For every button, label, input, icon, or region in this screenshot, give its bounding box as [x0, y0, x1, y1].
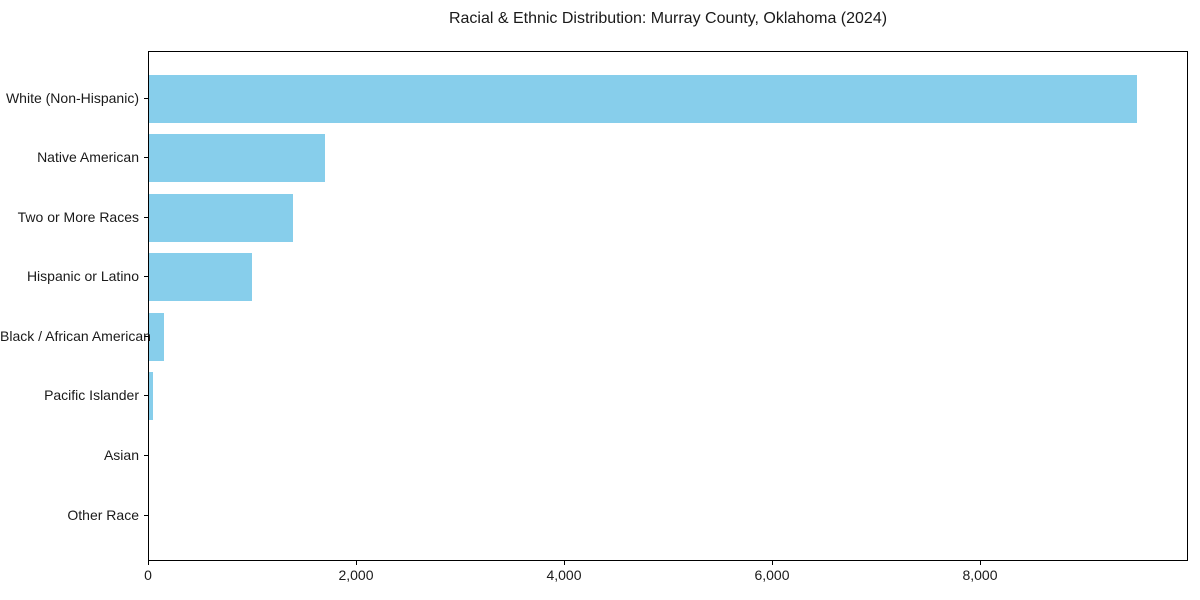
y-tick-mark [144, 514, 148, 516]
x-tick-label: 4,000 [546, 567, 582, 583]
y-tick-label: Other Race [67, 506, 139, 523]
chart-title: Racial & Ethnic Distribution: Murray Cou… [448, 10, 888, 27]
bar [149, 193, 293, 242]
y-tick-mark [144, 395, 148, 397]
y-tick-label: Hispanic or Latino [26, 268, 139, 285]
x-tick-mark [356, 561, 357, 565]
y-tick-mark [144, 276, 148, 278]
y-tick-label: White (Non-Hispanic) [5, 89, 139, 106]
x-tick-mark [772, 561, 773, 565]
x-tick-label: 2,000 [338, 567, 374, 583]
bar [149, 134, 325, 183]
bar [149, 253, 252, 302]
y-tick-label: Asian [103, 446, 139, 463]
plot-area [148, 51, 1188, 561]
y-tick-label: Native American [37, 149, 139, 166]
x-tick-mark [148, 561, 149, 565]
x-tick-mark [980, 561, 981, 565]
x-tick-label: 8,000 [962, 567, 998, 583]
bar [149, 372, 154, 421]
x-tick-label: 6,000 [754, 567, 790, 583]
y-tick-label: Two or More Races [17, 208, 139, 225]
y-tick-mark [144, 454, 148, 456]
bar [149, 74, 1137, 123]
y-tick-label: Pacific Islander [44, 387, 139, 404]
y-tick-mark [144, 216, 148, 218]
y-tick-mark [144, 97, 148, 99]
y-tick-mark [144, 157, 148, 159]
y-tick-mark [144, 335, 148, 337]
x-tick-mark [564, 561, 565, 565]
y-tick-label: Black / African American [0, 327, 151, 344]
x-tick-label: 0 [144, 567, 152, 583]
bar [149, 312, 165, 361]
